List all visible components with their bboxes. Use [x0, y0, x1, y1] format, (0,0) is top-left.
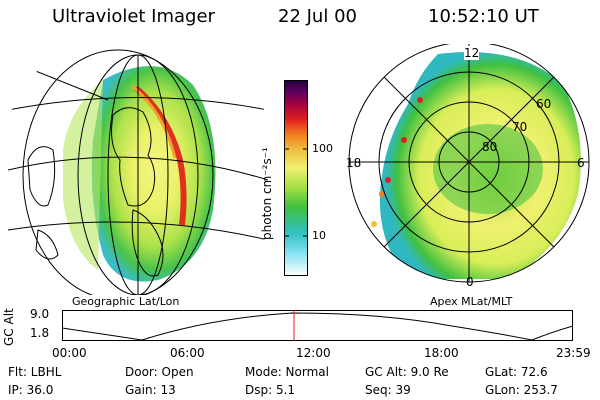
colorbar-tick-10: 10 [312, 229, 326, 242]
left-panel-caption: Geographic Lat/Lon [72, 295, 180, 308]
polar-mlat-mlt-image [348, 44, 590, 283]
mlat-label-70: 70 [512, 120, 528, 134]
altitude-ylabel: GC Alt [2, 308, 16, 346]
xtick-00: 00:00 [52, 346, 87, 360]
mlt-label-0: 0 [466, 275, 474, 289]
info-filter: Flt: LBHL [8, 365, 62, 379]
altitude-plot [62, 310, 573, 341]
app-title: Ultraviolet Imager [52, 6, 215, 27]
mlt-label-18: 18 [346, 156, 362, 170]
xtick-06: 06:00 [170, 346, 205, 360]
info-glon: GLon: 253.7 [485, 383, 558, 397]
mlat-label-60: 60 [536, 97, 552, 111]
altitude-ytick-top: 9.0 [30, 307, 50, 321]
image-date: 22 Jul 00 [278, 6, 357, 27]
info-gc-alt: GC Alt: 9.0 Re [365, 365, 449, 379]
xtick-2359: 23:59 [556, 346, 591, 360]
xtick-18: 18:00 [424, 346, 459, 360]
info-mode: Mode: Normal [245, 365, 329, 379]
mlt-label-12: 12 [464, 46, 480, 60]
info-ip: IP: 36.0 [8, 383, 54, 397]
info-gain: Gain: 13 [125, 383, 176, 397]
info-seq: Seq: 39 [365, 383, 411, 397]
colorbar [284, 80, 308, 276]
mlat-label-80: 80 [482, 140, 498, 154]
altitude-ytick-bottom: 1.8 [30, 326, 50, 340]
colorbar-tick-100: 100 [312, 142, 333, 155]
info-dsp: Dsp: 5.1 [245, 383, 296, 397]
info-glat: GLat: 72.6 [485, 365, 548, 379]
image-time: 10:52:10 UT [428, 6, 539, 27]
mlt-label-6: 6 [577, 156, 585, 170]
xtick-12: 12:00 [296, 346, 331, 360]
colorbar-label: photon cm⁻²s⁻¹ [260, 147, 274, 240]
info-door: Door: Open [125, 365, 194, 379]
geographic-globe-image [8, 49, 268, 295]
right-panel-caption: Apex MLat/MLT [430, 295, 513, 308]
